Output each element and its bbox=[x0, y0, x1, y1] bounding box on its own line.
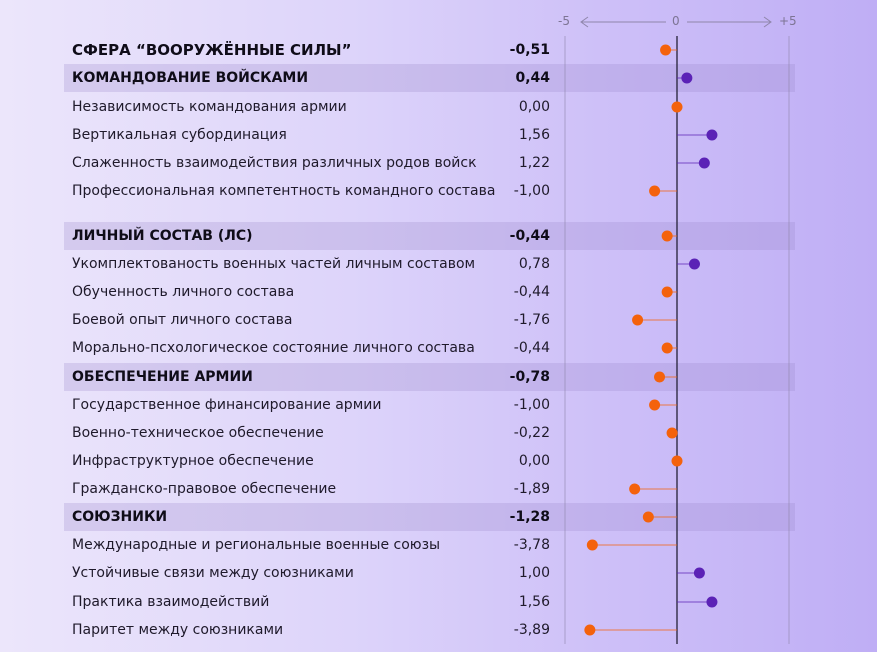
row-value-label: -1,00 bbox=[513, 397, 550, 413]
row-value-label: 1,00 bbox=[518, 565, 550, 581]
row-label: Государственное финансирование армии bbox=[72, 397, 382, 413]
row-label: Укомплектованость военных частей личным … bbox=[72, 256, 476, 272]
row-value-label: 1,56 bbox=[518, 127, 550, 143]
lollipop-point bbox=[661, 286, 673, 298]
row-value-label: 0,44 bbox=[515, 70, 550, 86]
row-label: ЛИЧНЫЙ СОСТАВ (ЛС) bbox=[72, 228, 253, 244]
row-label: Морально-псхологическое состояние личног… bbox=[72, 340, 475, 356]
chart-row: Профессиональная компетентность командно… bbox=[64, 177, 795, 205]
row-value-label: 1,56 bbox=[518, 594, 550, 610]
row-value-label: 1,22 bbox=[518, 155, 550, 171]
chart-row: Государственное финансирование армии -1,0… bbox=[64, 391, 795, 419]
lollipop-point bbox=[698, 157, 710, 169]
chart-row: Боевой опыт личного состава -1,76 bbox=[64, 306, 795, 334]
lollipop-point bbox=[629, 483, 641, 495]
row-value-label: 0,00 bbox=[518, 99, 550, 115]
chart-total-row: СФЕРА “ВООРУЖЁННЫЕ СИЛЫ” -0,51 bbox=[64, 36, 795, 64]
row-label: Боевой опыт личного состава bbox=[72, 312, 293, 328]
chart-row: Военно-техническое обеспечение -0,22 bbox=[64, 419, 795, 447]
row-value-label: -1,76 bbox=[513, 312, 550, 328]
row-value-label: -0,44 bbox=[513, 284, 550, 300]
lollipop-point bbox=[671, 101, 683, 113]
chart-row: Обученность личного состава -0,44 bbox=[64, 278, 795, 306]
lollipop-point bbox=[671, 455, 683, 467]
row-value-label: -1,00 bbox=[513, 183, 550, 199]
row-value-label: 0,78 bbox=[518, 256, 550, 272]
row-value-label: -0,44 bbox=[513, 340, 550, 356]
lollipop-point bbox=[649, 185, 661, 197]
chart-row: Независимость командования армии 0,00 bbox=[64, 93, 795, 121]
chart-row: Международные и региональные военные сою… bbox=[64, 531, 795, 559]
chart-row: Устойчивые связи между союзниками 1,00 bbox=[64, 559, 795, 587]
row-label: Слаженность взаимодействия различных род… bbox=[72, 155, 477, 171]
axis-tick-max: +5 bbox=[779, 14, 797, 28]
axis-tick-zero: 0 bbox=[672, 14, 680, 28]
chart-row: Гражданско-правовое обеспечение -1,89 bbox=[64, 475, 795, 503]
row-label: Независимость командования армии bbox=[72, 99, 347, 115]
row-value-label: -0,51 bbox=[509, 42, 550, 58]
row-value-label: -3,89 bbox=[513, 622, 550, 638]
row-label: СОЮЗНИКИ bbox=[72, 509, 168, 525]
chart-section-row: КОМАНДОВАНИЕ ВОЙСКАМИ 0,44 bbox=[64, 64, 795, 92]
row-label: СФЕРА “ВООРУЖЁННЫЕ СИЛЫ” bbox=[72, 41, 352, 59]
row-label: Вертикальная субординация bbox=[72, 127, 287, 143]
row-value-label: -0,22 bbox=[513, 425, 550, 441]
lollipop-point bbox=[632, 314, 644, 326]
chart-row: Инфраструктурное обеспечение 0,00 bbox=[64, 447, 795, 475]
lollipop-point bbox=[681, 72, 693, 84]
lollipop-point bbox=[661, 230, 673, 242]
axis-tick-min: -5 bbox=[558, 14, 570, 28]
chart-row: Морально-псхологическое состояние личног… bbox=[64, 334, 795, 362]
row-label: Обученность личного состава bbox=[72, 284, 295, 300]
row-value-label: -0,44 bbox=[509, 228, 550, 244]
lollipop-point bbox=[661, 342, 673, 354]
row-value-label: -1,89 bbox=[513, 481, 550, 497]
lollipop-point bbox=[660, 44, 672, 56]
row-label: Международные и региональные военные сою… bbox=[72, 537, 441, 553]
chart-row: Укомплектованость военных частей личным … bbox=[64, 250, 795, 278]
lollipop-point bbox=[649, 399, 661, 411]
lollipop-point bbox=[584, 624, 596, 636]
row-label: Паритет между союзниками bbox=[72, 622, 284, 638]
row-label: Военно-техническое обеспечение bbox=[72, 425, 324, 441]
row-label: Профессиональная компетентность командно… bbox=[72, 183, 496, 199]
row-label: Практика взаимодействий bbox=[72, 594, 270, 610]
chart-row: Практика взаимодействий 1,56 bbox=[64, 588, 795, 616]
lollipop-point bbox=[642, 511, 654, 523]
lollipop-point bbox=[586, 539, 598, 551]
row-value-label: 0,00 bbox=[518, 453, 550, 469]
row-label: Инфраструктурное обеспечение bbox=[72, 453, 314, 469]
chart-row: Слаженность взаимодействия различных род… bbox=[64, 149, 795, 177]
row-label: Гражданско-правовое обеспечение bbox=[72, 481, 337, 497]
row-label: КОМАНДОВАНИЕ ВОЙСКАМИ bbox=[72, 70, 309, 86]
lollipop-point bbox=[706, 596, 718, 608]
lollipop-point bbox=[654, 371, 666, 383]
lollipop-point bbox=[688, 258, 700, 270]
row-label: Устойчивые связи между союзниками bbox=[72, 565, 354, 581]
axis-arrow-right-icon bbox=[763, 16, 772, 28]
row-label: ОБЕСПЕЧЕНИЕ АРМИИ bbox=[72, 369, 253, 385]
chart-row: Паритет между союзниками -3,89 bbox=[64, 616, 795, 644]
axis-arrow-left-icon bbox=[580, 16, 589, 28]
lollipop-point bbox=[706, 129, 718, 141]
lollipop-point bbox=[693, 567, 705, 579]
row-value-label: -0,78 bbox=[509, 369, 550, 385]
chart-row: Вертикальная субординация 1,56 bbox=[64, 121, 795, 149]
row-value-label: -3,78 bbox=[513, 537, 550, 553]
lollipop-point bbox=[666, 427, 678, 439]
row-value-label: -1,28 bbox=[509, 509, 550, 525]
